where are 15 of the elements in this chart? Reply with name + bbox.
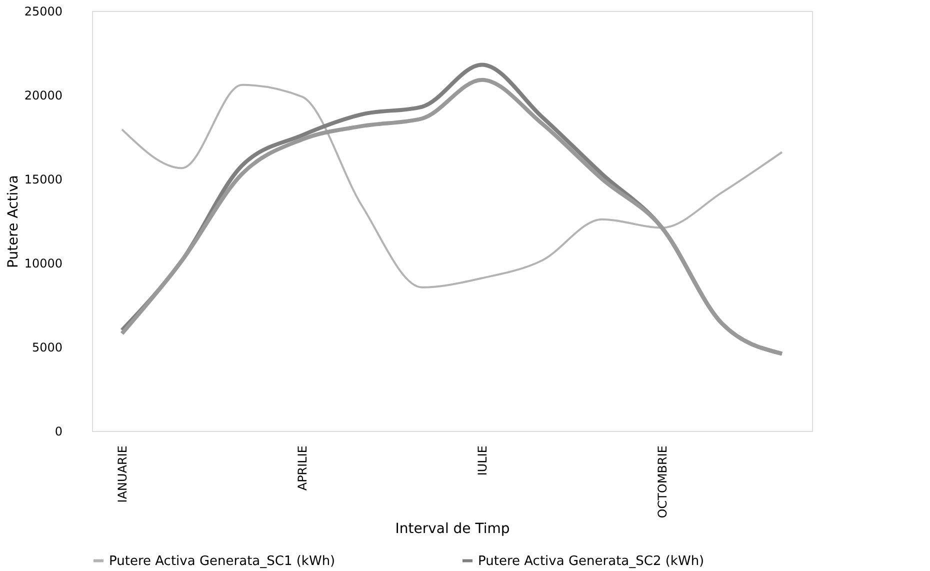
x-tick-label: OCTOMBRIE	[656, 446, 670, 518]
y-tick-label: 25000	[24, 4, 62, 18]
x-tick-label: IANUARIE	[116, 446, 130, 503]
x-axis-title: Interval de Timp	[395, 521, 510, 538]
y-tick-label: 0	[54, 424, 62, 438]
y-tick-label: 5000	[32, 340, 62, 354]
legend-label: Putere Activa Generata_SC2 (kWh)	[478, 554, 704, 569]
y-tick-label: 15000	[24, 172, 62, 186]
y-axis-title: Putere Activa	[5, 175, 22, 268]
x-tick-label: IULIE	[476, 446, 490, 476]
line-series	[121, 84, 783, 288]
y-tick-label: 20000	[24, 88, 62, 102]
y-tick-label: 10000	[24, 256, 62, 270]
x-tick-label: APRILIE	[296, 446, 310, 491]
legend-label: Putere Activa Generata_SC1 (kWh)	[109, 554, 336, 569]
